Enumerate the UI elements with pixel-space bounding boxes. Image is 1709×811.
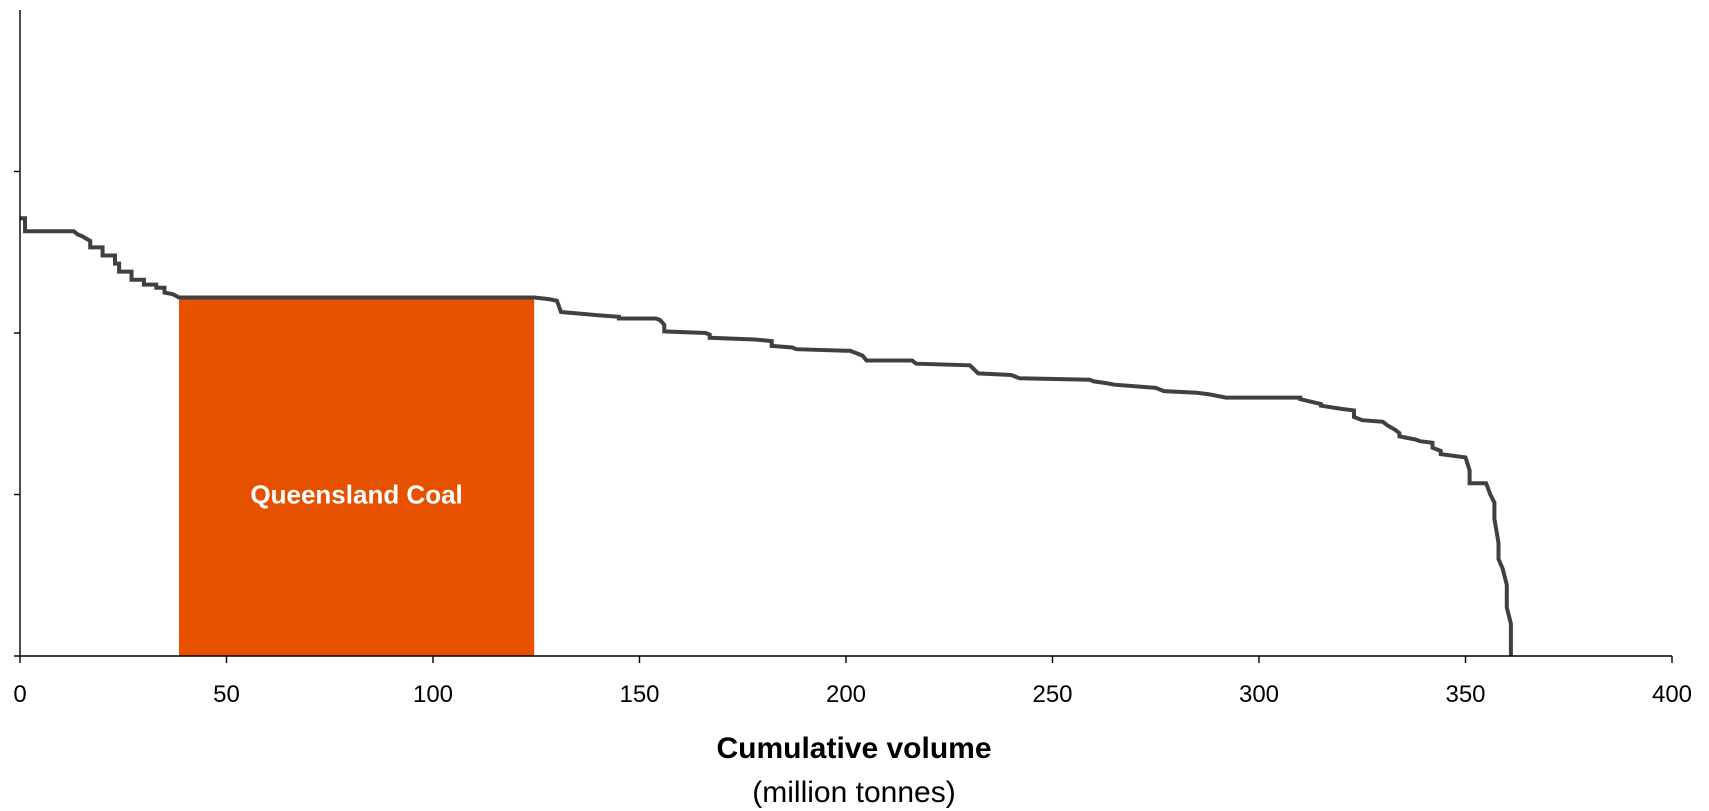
queensland-coal-bar: [179, 297, 535, 656]
x-tick-label: 150: [619, 681, 659, 708]
cost-curve-line: [20, 216, 1513, 656]
highlight-region-layer: Queensland Coal: [179, 297, 535, 656]
axis-labels: Cumulative volume (million tonnes): [716, 732, 991, 809]
x-tick-label: 400: [1652, 681, 1692, 708]
x-axis-subtitle: (million tonnes): [752, 776, 955, 809]
x-tick-label: 300: [1239, 681, 1279, 708]
x-tick-label: 200: [826, 681, 866, 708]
curve-layer: [20, 216, 1513, 656]
x-tick-label: 0: [13, 681, 26, 708]
x-tick-label: 100: [413, 681, 453, 708]
x-tick-label: 250: [1032, 681, 1072, 708]
x-tick-label: 50: [213, 681, 240, 708]
queensland-coal-label: Queensland Coal: [250, 480, 462, 510]
x-axis-title: Cumulative volume: [716, 732, 991, 765]
axes: 0 50 100 150 200 250 300 350 400: [13, 10, 1692, 708]
x-tick-label: 350: [1445, 681, 1485, 708]
